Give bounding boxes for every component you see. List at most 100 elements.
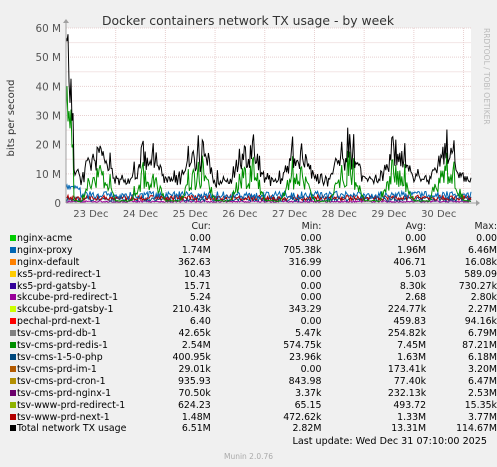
legend-row: ks5-prd-gatsby-1 15.71 0.00 8.30k 730.27k xyxy=(10,281,497,293)
series-line-total xyxy=(65,34,472,188)
legend-swatch xyxy=(10,342,16,349)
y-tick-label: 20 M xyxy=(36,140,62,152)
legend-row: skcube-prd-gatsby-1 210.43k 343.29 224.77k 2… xyxy=(10,304,497,316)
legend-name: Total network TX usage xyxy=(17,423,127,435)
legend-row: Total network TX usage 6.51M 2.82M 13.31M 11… xyxy=(10,423,497,435)
legend-name: tsv-cms-prd-db-1 xyxy=(17,328,98,340)
y-tick-label: 30 M xyxy=(36,111,62,123)
legend-cur: 6.40 xyxy=(189,316,211,328)
legend-name: tsv-www-prd-next-1 xyxy=(17,411,110,423)
legend-max: 3.77M xyxy=(468,411,497,423)
y-axis-label: bits per second xyxy=(6,80,17,157)
series xyxy=(65,34,472,204)
legend-min: 0.00 xyxy=(300,280,322,292)
legend-avg: 224.77k xyxy=(387,304,427,316)
series-line-tsv-cms-redis xyxy=(65,86,471,203)
legend-name: ks5-prd-redirect-1 xyxy=(17,268,102,280)
legend-table: Cur: Min: Avg: Max: nginx-acme 0.00 0.00 0.… xyxy=(10,221,497,435)
legend-row: pechal-prd-next-1 6.40 0.00 459.83 94.16k xyxy=(10,316,497,328)
legend-avg: 8.30k xyxy=(399,280,427,292)
legend-name: pechal-prd-next-1 xyxy=(17,316,101,328)
legend-swatch xyxy=(10,377,16,384)
legend-max: 87.21M xyxy=(462,340,497,352)
legend-cur: 935.93 xyxy=(177,375,211,387)
legend-cur: 1.74M xyxy=(181,244,211,256)
legend-min: 0.00 xyxy=(300,316,322,328)
grid xyxy=(66,27,471,203)
legend-min: 574.75k xyxy=(283,340,322,352)
legend-max: 6.46M xyxy=(468,244,497,256)
legend-cur: 6.51M xyxy=(181,423,211,435)
legend-row: tsv-cms-prd-cron-1 935.93 843.98 77.40k 6.47… xyxy=(10,376,497,388)
legend-max: 6.79M xyxy=(468,328,497,340)
legend-swatch xyxy=(10,282,16,289)
legend-avg: 406.71 xyxy=(393,256,427,268)
legend-max: 3.20M xyxy=(468,363,497,375)
legend-cur: 1.48M xyxy=(181,411,211,423)
legend-max: 0.00 xyxy=(476,232,497,244)
legend-cur: 5.24 xyxy=(189,292,211,304)
legend-row: tsv-cms-prd-db-1 42.65k 5.47k 254.82k 6.79M xyxy=(10,328,497,340)
legend-row: tsv-cms-prd-redis-1 2.54M 574.75k 7.45M 87.2… xyxy=(10,340,497,352)
legend-avg: 77.40k xyxy=(393,375,427,387)
legend-avg: 7.45M xyxy=(397,340,427,352)
legend-min: 843.98 xyxy=(288,375,322,387)
legend-max: 589.09 xyxy=(464,268,497,280)
legend-swatch xyxy=(10,234,16,241)
legend-max: 16.08k xyxy=(464,256,497,268)
legend-max: 2.27M xyxy=(468,304,497,316)
legend-name: tsv-cms-1-5-0-php xyxy=(17,351,103,363)
legend-min: 5.47k xyxy=(295,328,322,340)
legend-name: tsv-www-prd-redirect-1 xyxy=(17,399,126,411)
legend-row: tsv-cms-prd-im-1 29.01k 0.00 173.41k 3.20M xyxy=(10,364,497,376)
x-tick-label: 28 Dec xyxy=(322,209,357,220)
legend-cur: 210.43k xyxy=(172,304,211,316)
legend-min: 23.96k xyxy=(289,351,322,363)
legend-swatch xyxy=(10,389,16,396)
legend-avg: 493.72 xyxy=(393,399,427,411)
legend-min: 343.29 xyxy=(288,304,322,316)
legend-cur: 10.43 xyxy=(183,268,211,280)
legend-cur: 362.63 xyxy=(177,256,211,268)
legend-avg: 2.68 xyxy=(405,292,427,304)
legend-min: 472.62k xyxy=(283,411,322,423)
legend-cur: 70.50k xyxy=(178,387,211,399)
series-line-tsv-www-next xyxy=(65,193,472,203)
y-tick-label: 0 xyxy=(54,198,61,210)
x-tick-label: 26 Dec xyxy=(222,209,257,220)
x-axis-arrow xyxy=(476,200,480,206)
legend-min: 0.00 xyxy=(300,363,322,375)
legend-min: 65.15 xyxy=(294,399,322,411)
legend-name: tsv-cms-prd-redis-1 xyxy=(17,340,108,352)
y-tick-label: 40 M xyxy=(36,81,62,93)
legend-avg: 254.82k xyxy=(387,328,427,340)
y-axis-arrow xyxy=(63,19,69,23)
legend-swatch xyxy=(10,330,16,337)
legend-cur: 2.54M xyxy=(181,340,211,352)
legend-swatch xyxy=(10,270,16,277)
axes: 0 10 M 20 M 30 M 40 M 50 M 60 M 23 Dec 24 Dec 25 … xyxy=(36,19,480,220)
legend-min: 3.37k xyxy=(295,387,322,399)
watermark: RRDTOOL / TOBI OETIKER xyxy=(482,28,491,125)
legend-name: nginx-acme xyxy=(17,232,73,244)
legend-cur: 624.23 xyxy=(177,399,211,411)
munin-footer: Munin 2.0.76 xyxy=(223,452,274,461)
x-tick-label: 25 Dec xyxy=(173,209,208,220)
x-tick-label: 23 Dec xyxy=(73,209,108,220)
legend-name: tsv-cms-prd-im-1 xyxy=(17,363,97,375)
x-tick-label: 29 Dec xyxy=(371,209,406,220)
legend-max: 730.27k xyxy=(458,280,497,292)
legend-swatch xyxy=(10,306,16,313)
legend-name: ks5-prd-gatsby-1 xyxy=(17,280,97,292)
legend-row: ks5-prd-redirect-1 10.43 0.00 5.03 589.09 xyxy=(10,269,497,281)
legend-cur: 29.01k xyxy=(178,363,211,375)
legend-avg: 5.03 xyxy=(405,268,427,280)
legend-swatch xyxy=(10,413,16,420)
legend-header-row: Cur: Min: Avg: Max: xyxy=(10,221,497,233)
legend-cur: 15.71 xyxy=(183,280,211,292)
legend-cur: 42.65k xyxy=(178,328,211,340)
legend-name: tsv-cms-prd-cron-1 xyxy=(17,375,106,387)
legend-swatch xyxy=(10,258,16,265)
legend-row: nginx-acme 0.00 0.00 0.00 0.00 xyxy=(10,233,497,245)
legend-row: skcube-prd-redirect-1 5.24 0.00 2.68 2.80k xyxy=(10,292,497,304)
